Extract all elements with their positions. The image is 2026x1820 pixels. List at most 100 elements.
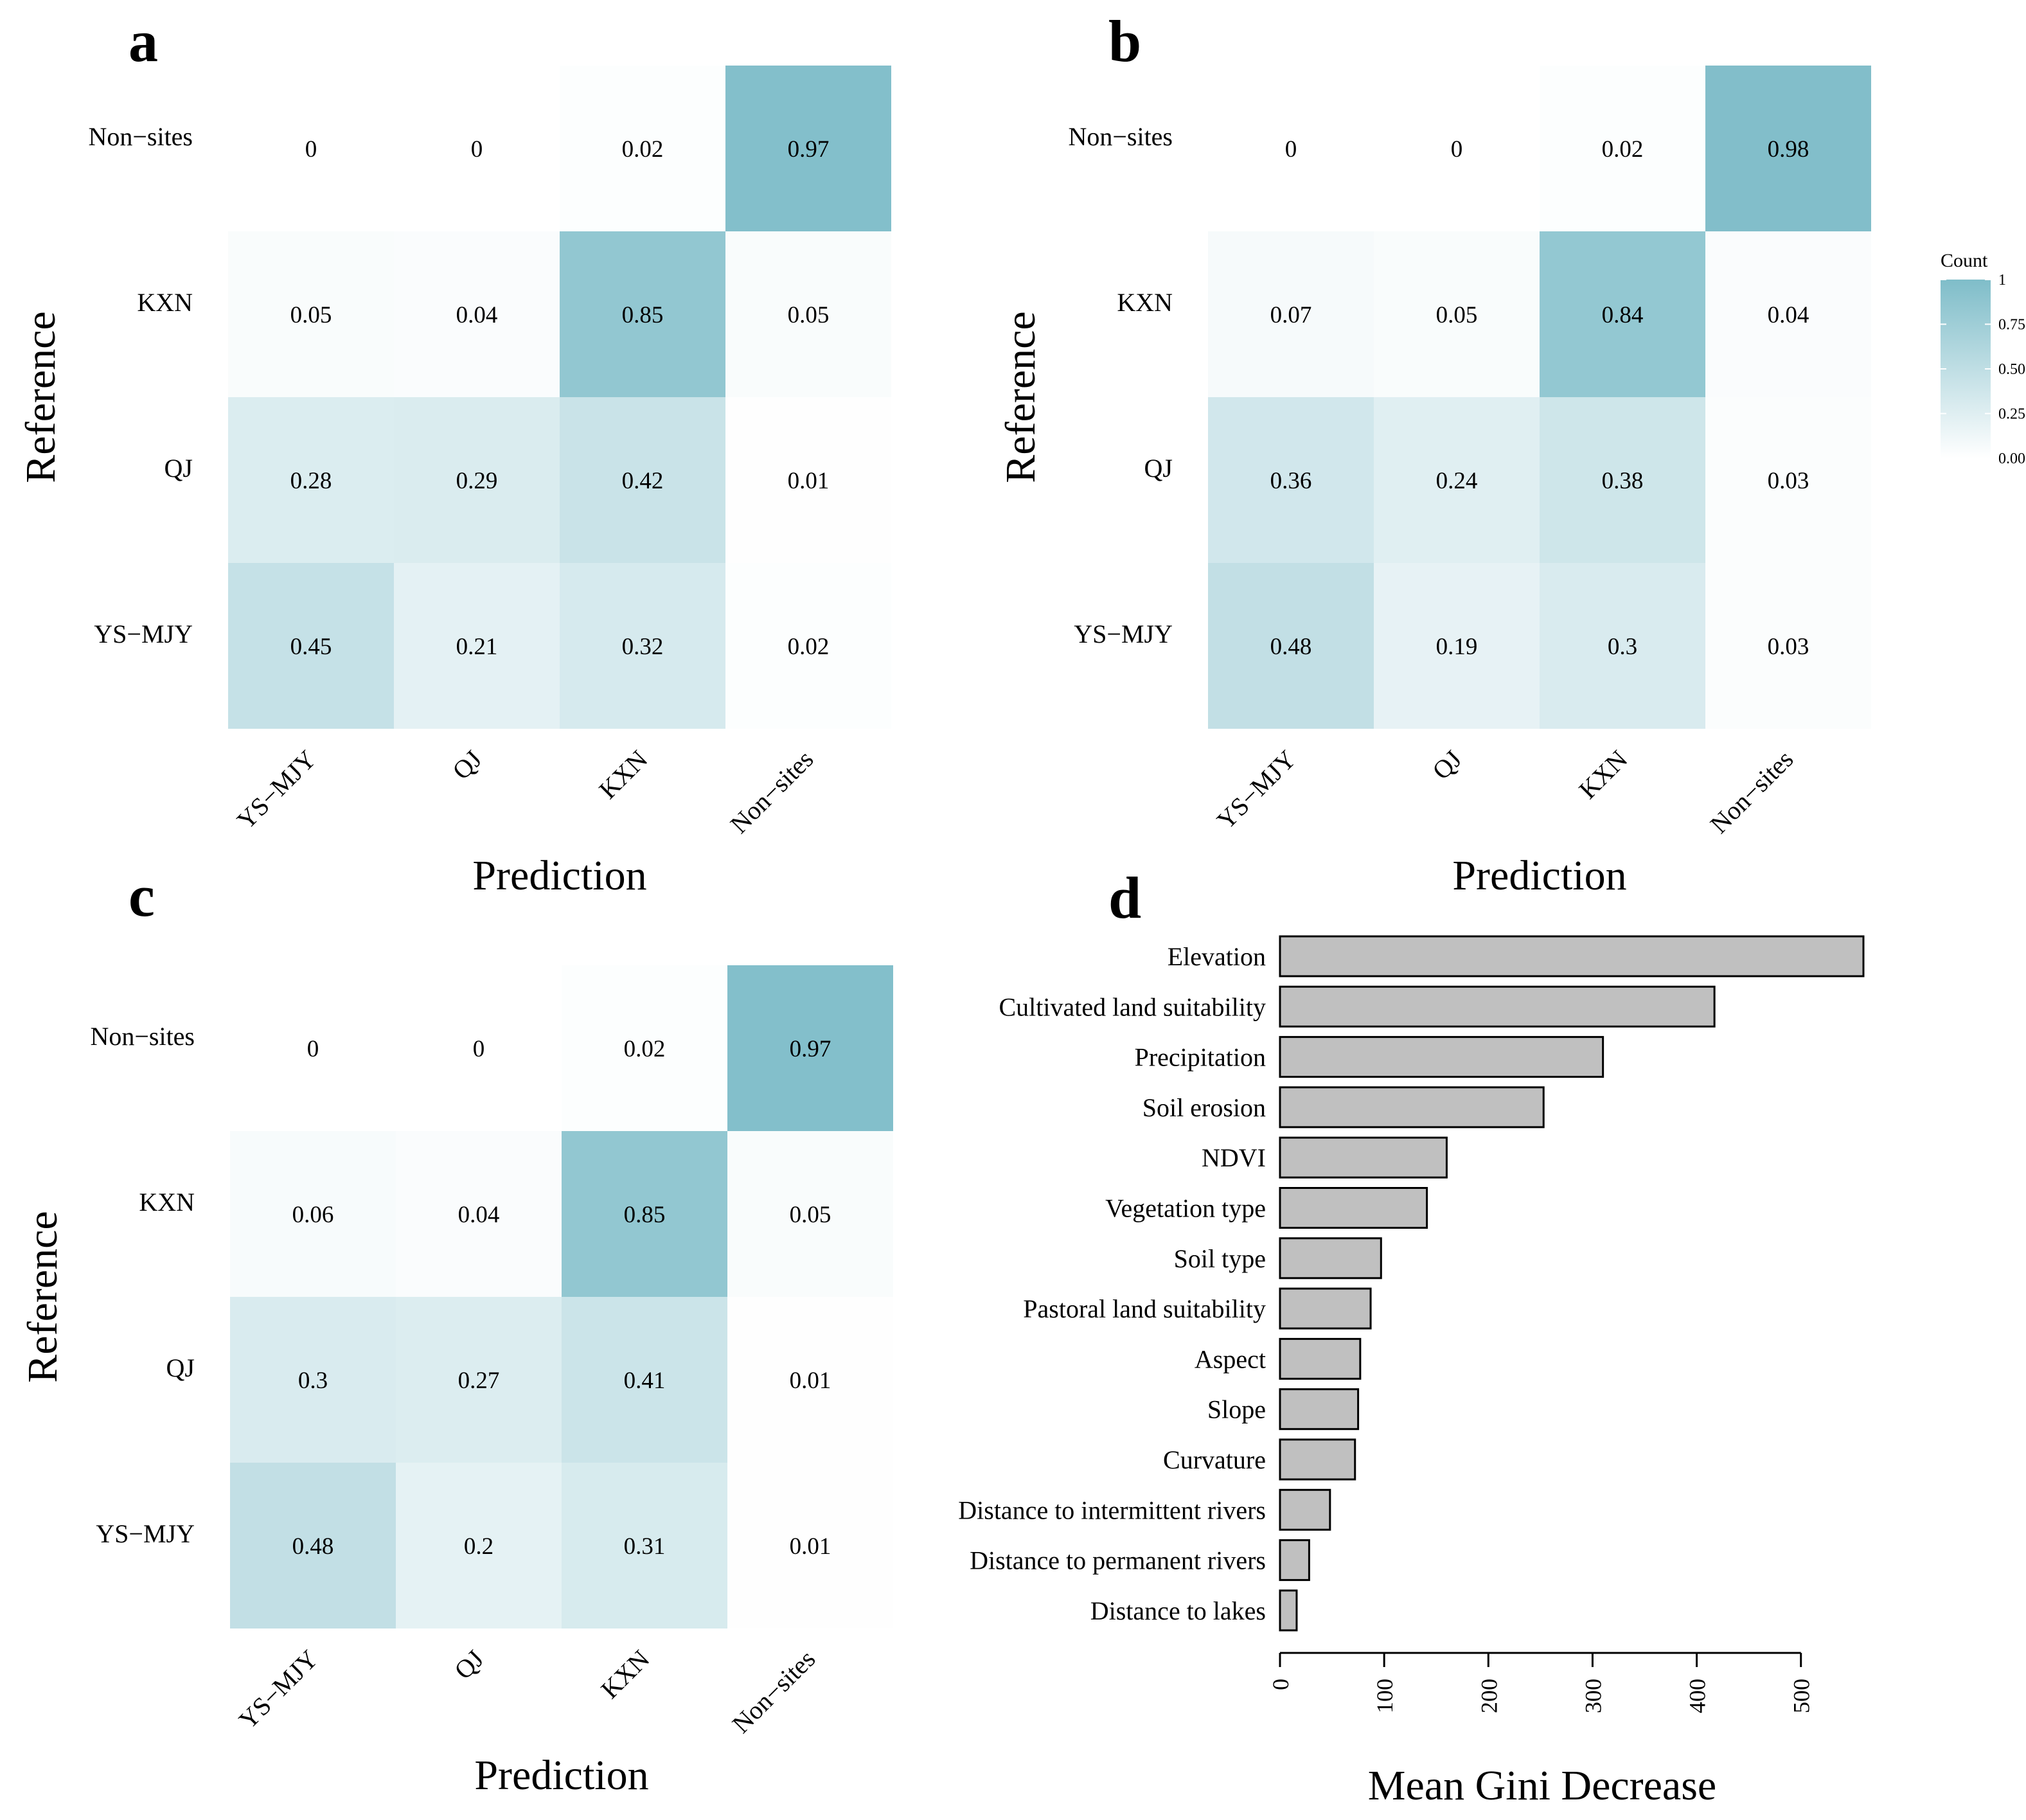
cell-value-label: 0.32 xyxy=(622,634,664,660)
x-tick-label: Non−sites xyxy=(1705,745,1799,839)
cell-value-label: 0.38 xyxy=(1602,468,1644,494)
importance-bar xyxy=(1279,1388,1360,1431)
cell-value-label: 0 xyxy=(1285,136,1297,163)
color-legend: Count 1 0.75 0.50 0.25 0.00 xyxy=(1941,250,2025,467)
heatmap-cell xyxy=(394,397,560,563)
cell-value-label: 0.85 xyxy=(624,1202,666,1228)
heatmap-cell xyxy=(230,1131,396,1297)
heatmap-cell xyxy=(394,66,560,231)
cell-value-label: 0 xyxy=(307,1036,319,1062)
y-axis-title: Reference xyxy=(19,1211,66,1382)
heatmap-cell xyxy=(1705,231,1871,397)
heatmap-cell xyxy=(396,965,562,1131)
heatmap-cell xyxy=(727,965,893,1131)
importance-bar xyxy=(1279,985,1716,1028)
cell-value-label: 0.97 xyxy=(790,1036,831,1062)
heatmap-cell xyxy=(560,231,725,397)
heatmap-cell xyxy=(727,1297,893,1463)
heatmap-cell xyxy=(1540,66,1705,231)
panel-letter: d xyxy=(1108,865,1141,931)
y-tick-label: KXN xyxy=(1117,288,1173,317)
cell-value-label: 0.3 xyxy=(1608,634,1637,660)
cell-value-label: 0.97 xyxy=(788,136,830,163)
heatmap-cell xyxy=(727,1463,893,1628)
heatmap-cell xyxy=(562,965,727,1131)
x-axis-title: Prediction xyxy=(474,1752,648,1799)
cell-value-label: 0.02 xyxy=(788,634,830,660)
heatmap-cell xyxy=(228,563,394,729)
x-tick-label: YS−MJY xyxy=(231,745,322,835)
cell-value-label: 0.84 xyxy=(1602,302,1644,328)
legend-tick-label: 0.00 xyxy=(1998,451,2025,467)
heatmap-cell xyxy=(1374,66,1540,231)
x-tick-label: Non−sites xyxy=(727,1645,821,1739)
cell-value-label: 0.01 xyxy=(790,1533,831,1560)
y-tick-label: YS−MJY xyxy=(94,620,193,648)
panel-letter: b xyxy=(1108,8,1141,74)
bar-category-label: Cultivated land suitability xyxy=(999,992,1266,1021)
cell-value-label: 0.45 xyxy=(290,634,332,660)
heatmap-cell xyxy=(228,397,394,563)
cell-value-label: 0.05 xyxy=(290,302,332,328)
cell-value-label: 0.28 xyxy=(290,468,332,494)
x-tick-label: 100 xyxy=(1372,1679,1398,1713)
importance-bar xyxy=(1279,1237,1382,1280)
cell-value-label: 0.85 xyxy=(622,302,664,328)
heatmap-cell xyxy=(1540,397,1705,563)
heatmap-cell xyxy=(1374,563,1540,729)
bar-category-label: Slope xyxy=(1207,1395,1266,1424)
y-tick-label: YS−MJY xyxy=(1074,620,1173,648)
heatmap-cell xyxy=(228,66,394,231)
cell-value-label: 0.48 xyxy=(1270,634,1312,660)
cell-value-label: 0.36 xyxy=(1270,468,1312,494)
cell-value-label: 0.02 xyxy=(622,136,664,163)
heatmap-cell xyxy=(394,563,560,729)
bar-category-label: Elevation xyxy=(1168,942,1266,971)
cell-value-label: 0.48 xyxy=(292,1533,334,1560)
cell-value-label: 0.27 xyxy=(458,1368,500,1394)
importance-bar xyxy=(1279,935,1865,977)
heatmap-cell xyxy=(396,1463,562,1628)
importance-bar xyxy=(1279,1187,1428,1229)
x-tick-label: KXN xyxy=(595,1645,655,1704)
heatmap-cell xyxy=(727,1131,893,1297)
bar-category-label: Distance to lakes xyxy=(1090,1596,1266,1625)
x-tick-label: 400 xyxy=(1685,1679,1711,1713)
heatmap-cell xyxy=(1208,397,1374,563)
cell-value-label: 0.3 xyxy=(298,1368,328,1394)
bar-category-label: Soil type xyxy=(1174,1244,1266,1273)
legend-tick-label: 0.50 xyxy=(1998,361,2025,378)
heatmap-cell xyxy=(560,66,725,231)
heatmap-cell xyxy=(1705,397,1871,563)
x-tick-label: QJ xyxy=(447,745,487,785)
cell-value-label: 0.29 xyxy=(456,468,498,494)
heatmap-panel-b: b 0 0 0.02 0.98 0.07 0.05 0.84 0.04 0.36 0.24 0.38 0… xyxy=(997,8,1871,899)
cell-value-label: 0 xyxy=(305,136,317,163)
heatmap-cell xyxy=(394,231,560,397)
bar-category-label: Vegetation type xyxy=(1105,1194,1266,1223)
heatmap-cell xyxy=(228,231,394,397)
heatmap-cell xyxy=(560,397,725,563)
cell-value-label: 0.04 xyxy=(1768,302,1809,328)
heatmap-cell xyxy=(1540,563,1705,729)
heatmap-cell xyxy=(1374,231,1540,397)
x-tick-label: QJ xyxy=(449,1645,489,1685)
panel-letter: a xyxy=(129,8,158,74)
x-tick-label: Non−sites xyxy=(725,745,819,839)
heatmap-cell xyxy=(562,1297,727,1463)
heatmap-cell xyxy=(230,1297,396,1463)
heatmap-cell xyxy=(1705,66,1871,231)
heatmap-cell xyxy=(725,563,891,729)
heatmap-cell xyxy=(562,1463,727,1628)
importance-bar xyxy=(1279,1036,1604,1078)
heatmap-panel-c: c 0 0 0.02 0.97 0.06 0.04 0.85 0.05 0.3 0.27 0.41 0.… xyxy=(19,863,893,1799)
bar-category-label: Soil erosion xyxy=(1142,1093,1266,1122)
cell-value-label: 0.41 xyxy=(624,1368,666,1394)
bar-panel-d: d Elevation Cultivated land suitability Pre… xyxy=(958,865,1865,1809)
cell-value-label: 0.02 xyxy=(624,1036,666,1062)
importance-bar xyxy=(1279,1287,1372,1330)
cell-value-label: 0 xyxy=(1451,136,1463,163)
x-axis-title: Prediction xyxy=(1452,852,1626,899)
heatmap-cell xyxy=(560,563,725,729)
cell-value-label: 0.05 xyxy=(1436,302,1478,328)
